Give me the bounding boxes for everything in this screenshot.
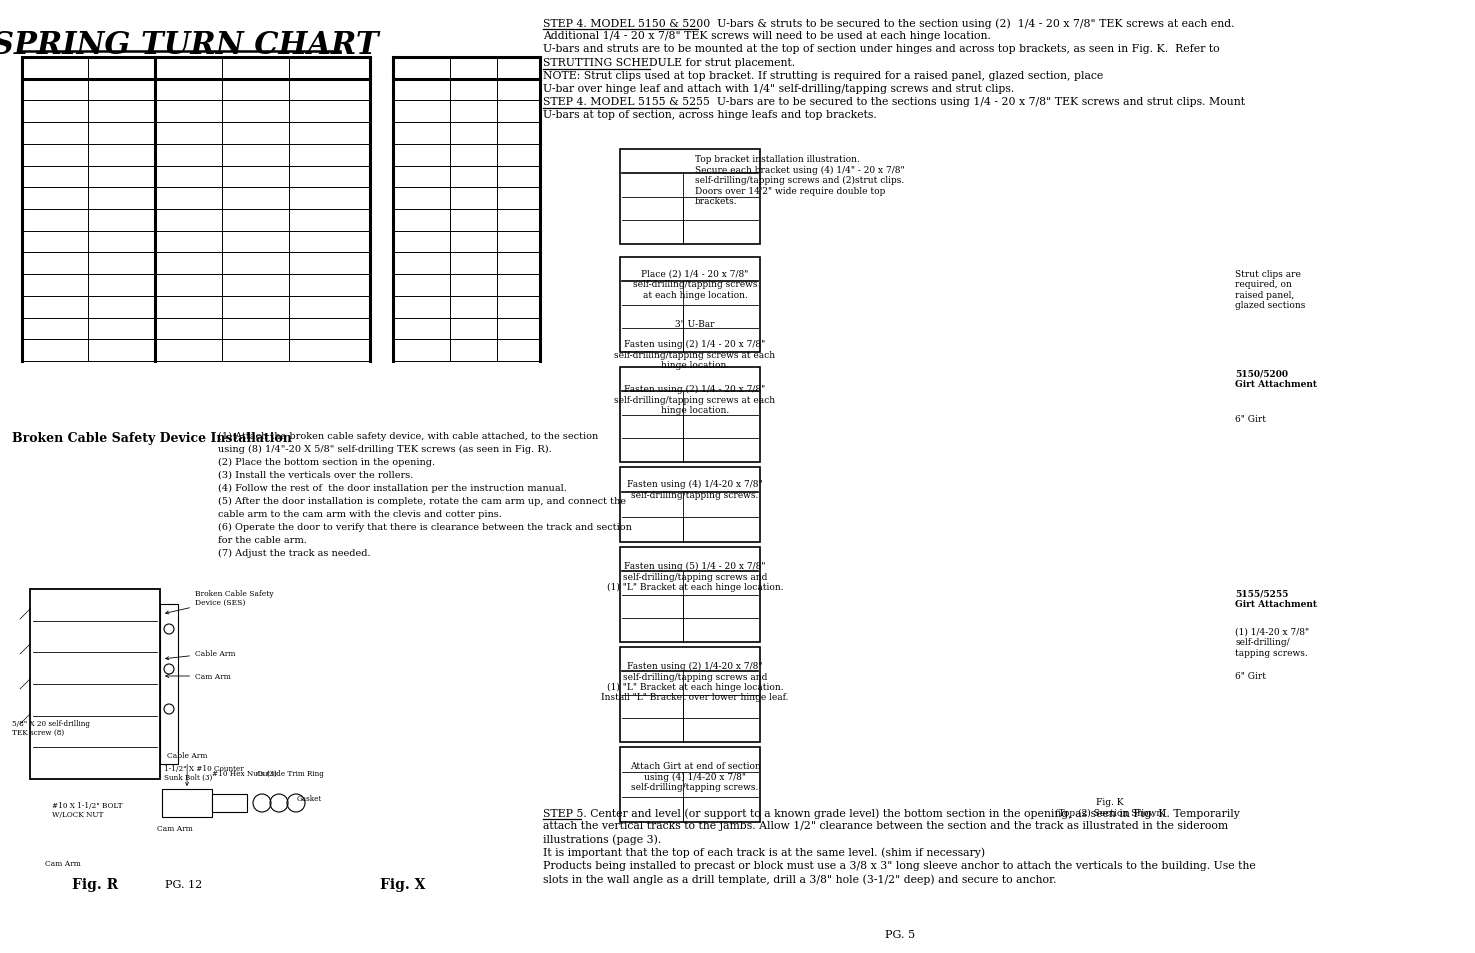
Text: Cable Arm: Cable Arm	[165, 649, 236, 660]
Text: SPRING TURN CHART: SPRING TURN CHART	[0, 30, 378, 61]
Text: 6" Girt: 6" Girt	[1235, 671, 1266, 680]
Text: Cam Arm: Cam Arm	[46, 859, 81, 867]
Text: Strut clips are
required, on
raised panel,
glazed sections: Strut clips are required, on raised pane…	[1235, 270, 1305, 310]
Text: slots in the wall angle as a drill template, drill a 3/8" hole (3-1/2" deep) and: slots in the wall angle as a drill templ…	[543, 873, 1056, 883]
Text: Fig. R: Fig. R	[72, 877, 118, 891]
Text: using (8) 1/4"-20 X 5/8" self-drilling TEK screws (as seen in Fig. R).: using (8) 1/4"-20 X 5/8" self-drilling T…	[218, 444, 552, 454]
Text: (2) Place the bottom section in the opening.: (2) Place the bottom section in the open…	[218, 457, 435, 467]
Text: Cam Arm: Cam Arm	[156, 824, 193, 832]
Text: (7) Adjust the track as needed.: (7) Adjust the track as needed.	[218, 548, 370, 558]
Bar	[620, 647, 760, 742]
Text: STEP 4. MODEL 5150 & 5200  U-bars & struts to be secured to the section using (2: STEP 4. MODEL 5150 & 5200 U-bars & strut…	[543, 18, 1235, 29]
Text: 1-1/2" X #10 Counter
Sunk Bolt (3): 1-1/2" X #10 Counter Sunk Bolt (3)	[164, 764, 243, 781]
Text: Outside Trim Ring: Outside Trim Ring	[257, 769, 324, 778]
Text: 6" Girt: 6" Girt	[1235, 415, 1266, 423]
Text: Products being installed to precast or block must use a 3/8 x 3" long sleeve anc: Products being installed to precast or b…	[543, 860, 1255, 870]
Text: Fasten using (4) 1/4-20 x 7/8"
self-drilling/tapping screws.: Fasten using (4) 1/4-20 x 7/8" self-dril…	[627, 479, 763, 499]
Text: (1) 1/4-20 x 7/8"
self-drilling/
tapping screws.: (1) 1/4-20 x 7/8" self-drilling/ tapping…	[1235, 627, 1310, 658]
Text: illustrations (page 3).: illustrations (page 3).	[543, 834, 661, 844]
Text: cable arm to the cam arm with the clevis and cotter pins.: cable arm to the cam arm with the clevis…	[218, 510, 502, 518]
Text: (3) Install the verticals over the rollers.: (3) Install the verticals over the rolle…	[218, 471, 413, 479]
Text: #10 Hex Nuts (3): #10 Hex Nuts (3)	[212, 769, 277, 778]
Text: STRUTTING SCHEDULE for strut placement.: STRUTTING SCHEDULE for strut placement.	[543, 57, 795, 68]
Text: (5) After the door installation is complete, rotate the cam arm up, and connect : (5) After the door installation is compl…	[218, 497, 625, 506]
Text: Fig. K
(Top (2) Section Shown): Fig. K (Top (2) Section Shown)	[1055, 797, 1165, 817]
Bar	[620, 368, 760, 462]
Text: Fasten using (5) 1/4 - 20 x 7/8"
self-drilling/tapping screws and
(1) "L" Bracke: Fasten using (5) 1/4 - 20 x 7/8" self-dr…	[606, 561, 783, 592]
Text: #10 X 1-1/2" BOLT
W/LOCK NUT: #10 X 1-1/2" BOLT W/LOCK NUT	[52, 801, 122, 819]
Text: Fasten using (2) 1/4 - 20 x 7/8"
self-drilling/tapping screws at each
hinge loca: Fasten using (2) 1/4 - 20 x 7/8" self-dr…	[615, 385, 776, 415]
Bar	[159, 604, 178, 764]
Text: (4) Follow the rest of  the door installation per the instruction manual.: (4) Follow the rest of the door installa…	[218, 483, 566, 493]
Bar	[620, 547, 760, 642]
Text: Fasten using (2) 1/4 - 20 x 7/8"
self-drilling/tapping screws at each
hinge loca: Fasten using (2) 1/4 - 20 x 7/8" self-dr…	[615, 339, 776, 370]
Text: 5155/5255
Girt Attachment: 5155/5255 Girt Attachment	[1235, 589, 1317, 609]
Text: Broken Cable Safety Device Installation: Broken Cable Safety Device Installation	[12, 432, 292, 444]
Text: Additional 1/4 - 20 x 7/8" TEK screws will need to be used at each hinge locatio: Additional 1/4 - 20 x 7/8" TEK screws wi…	[543, 31, 991, 41]
Text: Cable Arm: Cable Arm	[167, 751, 208, 785]
Text: Broken Cable Safety
Device (SES): Broken Cable Safety Device (SES)	[165, 589, 274, 615]
Text: Gasket: Gasket	[296, 794, 322, 802]
Bar	[212, 794, 246, 812]
Text: Place (2) 1/4 - 20 x 7/8"
self-drilling/tapping screws
at each hinge location.: Place (2) 1/4 - 20 x 7/8" self-drilling/…	[633, 270, 757, 299]
Text: STEP 5. Center and level (or support to a known grade level) the bottom section : STEP 5. Center and level (or support to …	[543, 807, 1240, 818]
Text: Cam Arm: Cam Arm	[165, 672, 232, 680]
Text: (6) Operate the door to verify that there is clearance between the track and sec: (6) Operate the door to verify that ther…	[218, 522, 631, 532]
Bar	[30, 589, 159, 780]
Text: U-bars at top of section, across hinge leafs and top brackets.: U-bars at top of section, across hinge l…	[543, 111, 876, 120]
Text: 5/8" X 20 self-drilling
TEK screw (8): 5/8" X 20 self-drilling TEK screw (8)	[12, 720, 90, 737]
Bar	[620, 468, 760, 542]
Bar	[620, 747, 760, 822]
Bar	[620, 150, 760, 245]
Text: 5150/5200
Girt Attachment: 5150/5200 Girt Attachment	[1235, 370, 1317, 389]
Text: 3" U-Bar: 3" U-Bar	[676, 319, 715, 329]
Text: for the cable arm.: for the cable arm.	[218, 536, 307, 544]
Text: NOTE: Strut clips used at top bracket. If strutting is required for a raised pan: NOTE: Strut clips used at top bracket. I…	[543, 71, 1103, 81]
Text: U-bar over hinge leaf and attach with 1/4" self-drilling/tapping screws and stru: U-bar over hinge leaf and attach with 1/…	[543, 84, 1015, 94]
Text: (1) Attach the broken cable safety device, with cable attached, to the section: (1) Attach the broken cable safety devic…	[218, 432, 599, 440]
Text: It is important that the top of each track is at the same level. (shim if necess: It is important that the top of each tra…	[543, 846, 985, 858]
Text: PG. 12: PG. 12	[165, 879, 202, 889]
Text: attach the vertical tracks to the jambs. Allow 1/2" clearance between the sectio: attach the vertical tracks to the jambs.…	[543, 821, 1229, 830]
Text: Fig. X: Fig. X	[381, 877, 425, 891]
Text: STEP 4. MODEL 5155 & 5255  U-bars are to be secured to the sections using 1/4 - : STEP 4. MODEL 5155 & 5255 U-bars are to …	[543, 97, 1245, 107]
Bar	[620, 257, 760, 353]
Text: PG. 5: PG. 5	[885, 929, 914, 939]
Text: U-bars and struts are to be mounted at the top of section under hinges and acros: U-bars and struts are to be mounted at t…	[543, 45, 1220, 54]
Text: Fasten using (2) 1/4-20 x 7/8"
self-drilling/tapping screws and
(1) "L" Bracket : Fasten using (2) 1/4-20 x 7/8" self-dril…	[602, 661, 789, 701]
Text: Top bracket installation illustration.
Secure each bracket using (4) 1/4" - 20 x: Top bracket installation illustration. S…	[695, 154, 904, 206]
Text: Attach Girt at end of section
using (4) 1/4-20 x 7/8"
self-drilling/tapping scre: Attach Girt at end of section using (4) …	[630, 761, 761, 791]
Bar	[162, 789, 212, 817]
